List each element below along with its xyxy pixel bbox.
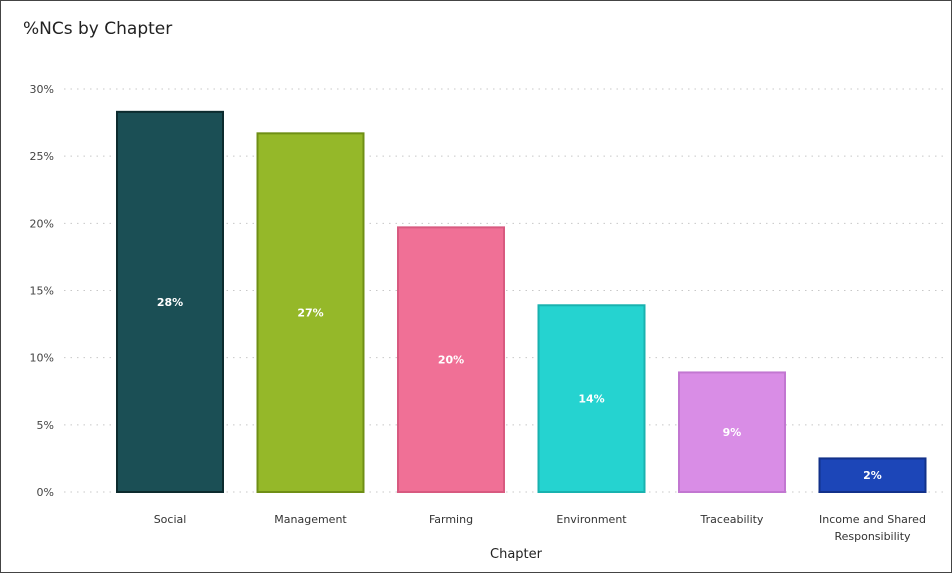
data-label: 27% [297, 307, 323, 320]
gridlines [64, 88, 948, 493]
data-label: 28% [157, 296, 183, 309]
data-label: 9% [723, 426, 742, 439]
y-tick-label: 30% [30, 83, 54, 96]
x-tick-label: Traceability [700, 513, 764, 526]
x-tick-label: Income and Shared [819, 513, 926, 526]
y-tick-label: 25% [30, 150, 54, 163]
bar [397, 226, 505, 493]
data-label: 14% [578, 393, 604, 406]
y-tick-label: 10% [30, 352, 54, 365]
bar [678, 371, 786, 493]
bar [537, 304, 646, 493]
y-tick-label: 20% [30, 217, 54, 230]
y-tick-label: 5% [37, 419, 54, 432]
bars: 28% 27% 20% 14% 9% 2% [116, 110, 927, 494]
bar [818, 457, 927, 493]
x-tick-label: Management [274, 513, 347, 526]
y-axis: 0% 5% 10% 15% 20% 25% 30% [30, 83, 54, 499]
bar [256, 132, 365, 494]
bar [116, 110, 224, 493]
x-tick-label: Environment [556, 513, 627, 526]
y-tick-label: 15% [30, 285, 54, 298]
x-axis-title: Chapter [490, 547, 543, 562]
x-axis: Social Management Farming Environment Tracea… [154, 513, 926, 543]
data-label: 20% [438, 354, 464, 367]
chart-title: %NCs by Chapter [23, 19, 173, 39]
data-label: 2% [863, 469, 882, 482]
y-tick-label: 0% [37, 486, 54, 499]
x-tick-label: Social [154, 513, 187, 526]
x-tick-label: Responsibility [834, 530, 911, 543]
x-tick-label: Farming [429, 513, 473, 526]
